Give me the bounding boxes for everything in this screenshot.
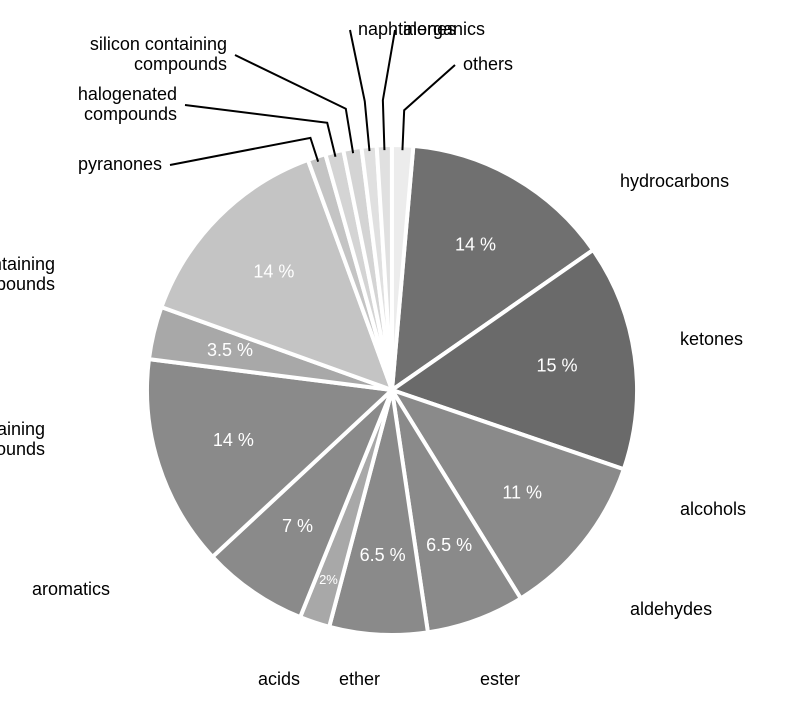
category-label: ester bbox=[480, 669, 520, 689]
pct-label: 14 % bbox=[253, 261, 294, 281]
pct-label: 6.5 % bbox=[426, 535, 472, 555]
pct-label: 7 % bbox=[282, 516, 313, 536]
category-label: hydrocarbons bbox=[620, 171, 729, 191]
category-label: sulfur containingcompounds bbox=[0, 419, 45, 459]
category-label: inorganics bbox=[403, 19, 485, 39]
category-label: ketones bbox=[680, 329, 743, 349]
category-label: halogenatedcompounds bbox=[78, 84, 177, 124]
pct-label: 6.5 % bbox=[360, 545, 406, 565]
category-label: aromatics bbox=[32, 579, 110, 599]
category-label: pyranones bbox=[78, 154, 162, 174]
pct-label: 14 % bbox=[455, 235, 496, 255]
pct-label: 14 % bbox=[213, 430, 254, 450]
category-label: others bbox=[463, 54, 513, 74]
category-label: acids bbox=[258, 669, 300, 689]
category-label: alcohols bbox=[680, 499, 746, 519]
pct-label: 2% bbox=[319, 572, 338, 587]
pct-label: 3.5 % bbox=[207, 340, 253, 360]
category-label: ether bbox=[339, 669, 380, 689]
category-label: aldehydes bbox=[630, 599, 712, 619]
pie-chart: 14 % 15 % 11 % 6.5 % 6.5 % 2% 7 % 14 % 3.5 % 14 %… bbox=[0, 0, 793, 714]
pct-label: 11 % bbox=[502, 483, 542, 503]
category-label: nitrogen containingcompounds bbox=[0, 254, 55, 294]
pct-label: 15 % bbox=[536, 356, 577, 376]
